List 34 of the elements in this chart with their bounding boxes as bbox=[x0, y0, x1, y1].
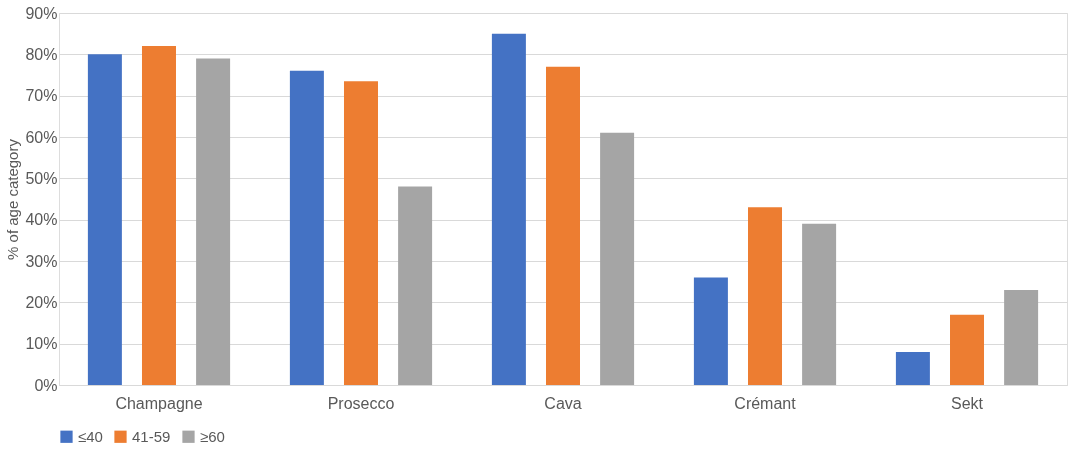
x-tick-label: Prosecco bbox=[327, 394, 395, 412]
y-tick-label: 40% bbox=[25, 211, 58, 229]
legend-label: 41-59 bbox=[132, 427, 171, 445]
bar bbox=[895, 351, 930, 385]
y-tick-label: 90% bbox=[25, 4, 58, 22]
bar bbox=[693, 277, 728, 385]
bar bbox=[289, 70, 324, 385]
x-tick-label: Sekt bbox=[951, 394, 984, 412]
bar bbox=[1004, 289, 1039, 385]
y-axis-title: % of age category bbox=[4, 138, 22, 260]
legend-label: ≥60 bbox=[200, 427, 225, 445]
bar bbox=[491, 33, 526, 385]
x-tick-label: Cava bbox=[544, 394, 582, 412]
x-tick-label: Champagne bbox=[115, 394, 203, 412]
y-tick-label: 80% bbox=[25, 45, 58, 63]
y-tick-label: 10% bbox=[25, 335, 58, 353]
y-tick-label: 50% bbox=[25, 169, 58, 187]
bar bbox=[398, 186, 433, 385]
y-tick-label: 20% bbox=[25, 293, 58, 311]
y-tick-label: 70% bbox=[25, 87, 58, 105]
y-tick-label: 30% bbox=[25, 252, 58, 270]
bar bbox=[344, 81, 378, 385]
bar bbox=[748, 207, 782, 385]
x-tick-label: Crémant bbox=[734, 394, 797, 412]
y-tick-label: 60% bbox=[25, 128, 58, 146]
bar bbox=[950, 314, 985, 385]
legend-label: ≤40 bbox=[78, 427, 103, 445]
y-tick-label: 0% bbox=[34, 376, 58, 394]
bar bbox=[546, 66, 580, 385]
bar bbox=[87, 54, 122, 385]
bar bbox=[600, 132, 635, 385]
bar bbox=[141, 46, 176, 385]
bar bbox=[196, 58, 231, 385]
bar bbox=[802, 223, 837, 385]
